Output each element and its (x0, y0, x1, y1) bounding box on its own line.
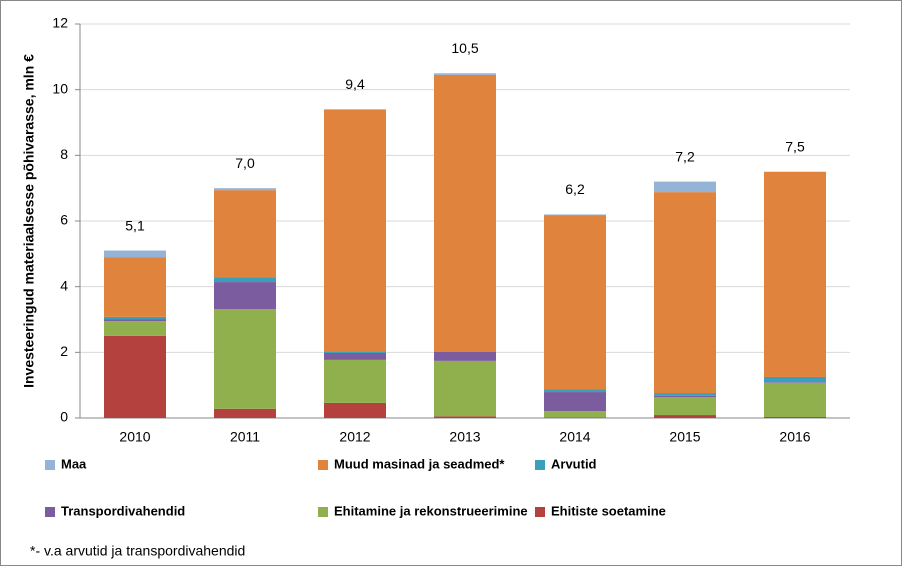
legend-label: Transpordivahendid (61, 503, 185, 518)
bar-segment (104, 316, 166, 320)
bar-segment (324, 109, 386, 353)
bar-segment (764, 376, 826, 383)
bar-segment (324, 352, 386, 360)
legend-swatch (45, 507, 55, 517)
x-tick-label: 2014 (559, 429, 590, 445)
bar-segment (104, 257, 166, 317)
bar-segment (654, 192, 716, 394)
total-label: 10,5 (451, 40, 478, 56)
x-tick-label: 2016 (779, 429, 810, 445)
legend-swatch (318, 507, 328, 517)
y-tick-label: 0 (60, 409, 68, 425)
bar-segment (434, 416, 496, 418)
bar-segment (104, 321, 166, 336)
x-tick-label: 2012 (339, 429, 370, 445)
bar-segment (654, 396, 716, 416)
legend-swatch (318, 460, 328, 470)
bar-segment (544, 417, 606, 418)
bar-segment (324, 352, 386, 353)
bar-segment (324, 359, 386, 403)
y-tick-label: 8 (60, 146, 68, 162)
legend-label: Ehitiste soetamine (551, 503, 666, 518)
y-tick-label: 2 (60, 343, 68, 359)
bar-segment (544, 392, 606, 412)
y-tick-label: 12 (52, 15, 68, 31)
x-tick-label: 2010 (119, 429, 150, 445)
bar-segment (104, 250, 166, 258)
total-label: 6,2 (565, 181, 585, 197)
legend-label: Maa (61, 456, 87, 471)
legend-swatch (535, 507, 545, 517)
bar-segment (434, 73, 496, 75)
legend-swatch (45, 460, 55, 470)
total-label: 5,1 (125, 217, 145, 233)
bar-segment (104, 335, 166, 418)
legend-swatch (535, 460, 545, 470)
total-label: 7,5 (785, 138, 805, 154)
bar-segment (104, 319, 166, 322)
bar-segment (434, 360, 496, 417)
bar-segment (654, 393, 716, 396)
bar-segment (544, 214, 606, 216)
legend-label: Ehitamine ja rekonstrueerimine (334, 503, 528, 518)
y-axis-label: Investeeringud materiaalsesse põhivarass… (21, 54, 37, 388)
y-tick-label: 4 (60, 277, 68, 293)
bar-segment (214, 188, 276, 191)
bar-segment (544, 389, 606, 393)
y-tick-label: 6 (60, 212, 68, 228)
x-tick-label: 2011 (230, 429, 260, 445)
y-tick-label: 10 (52, 80, 68, 96)
bar-segment (434, 351, 496, 353)
legend-label: Arvutid (551, 456, 597, 471)
bar-segment (434, 74, 496, 352)
bar-segment (764, 417, 826, 418)
bar-segment (324, 402, 386, 418)
bar-segment (764, 171, 826, 377)
bar-segment (214, 308, 276, 409)
bar-segment (764, 382, 826, 418)
bar-segment (764, 382, 826, 383)
bar-segment (654, 181, 716, 193)
bar-segment (654, 395, 716, 397)
bar-segment (214, 408, 276, 418)
bar-segment (544, 411, 606, 418)
x-tick-label: 2013 (449, 429, 480, 445)
bar-segment (434, 352, 496, 361)
footnote: *- v.a arvutid ja transpordivahendid (30, 543, 245, 559)
bar-segment (544, 215, 606, 390)
total-label: 7,0 (235, 155, 255, 171)
total-label: 7,2 (675, 148, 695, 164)
bar-segment (214, 277, 276, 283)
bar-segment (214, 190, 276, 278)
x-tick-label: 2015 (669, 429, 700, 445)
bar-segment (654, 415, 716, 418)
total-label: 9,4 (345, 76, 365, 92)
bar-segment (214, 282, 276, 309)
legend-label: Muud masinad ja seadmed* (334, 456, 505, 471)
